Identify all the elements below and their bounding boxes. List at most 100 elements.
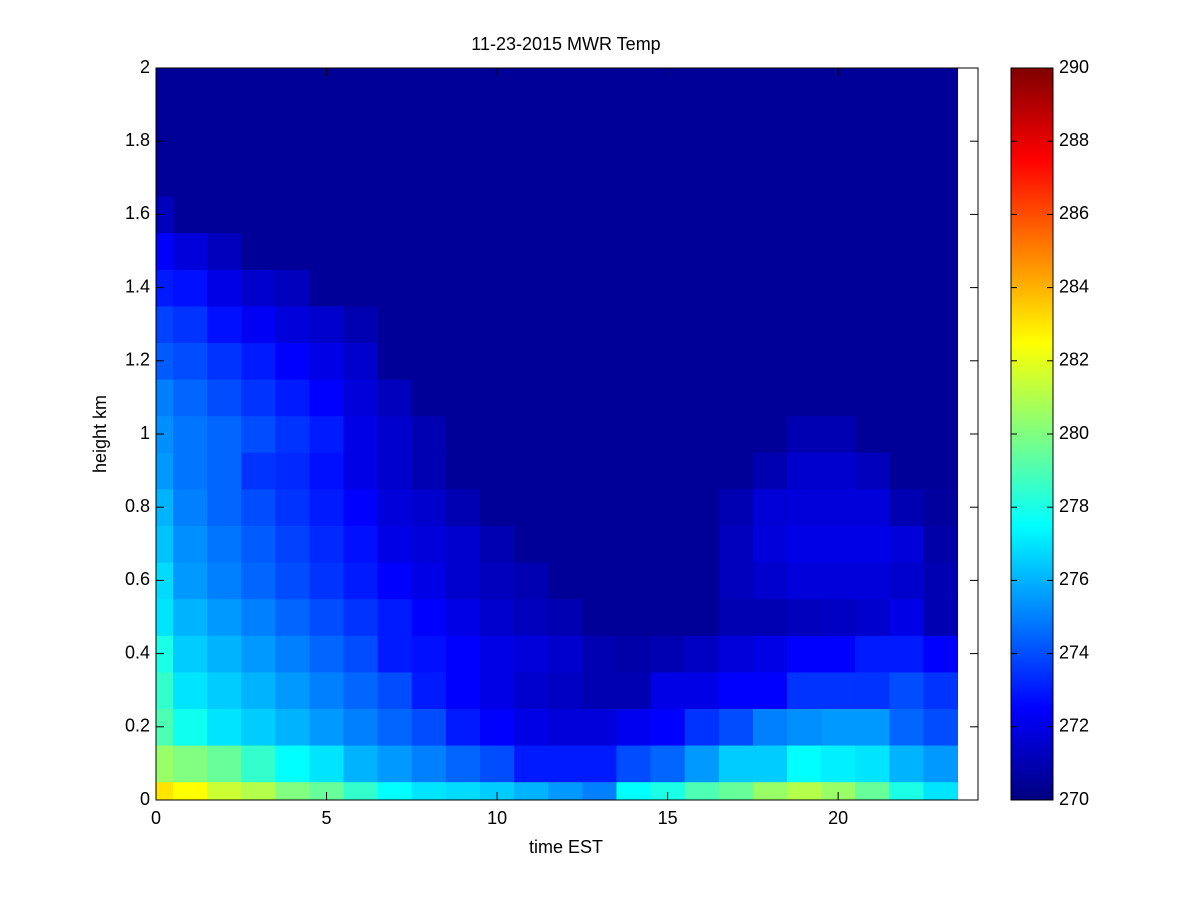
heatmap-cell bbox=[445, 269, 481, 307]
heatmap-cell bbox=[514, 781, 549, 800]
heatmap-cell bbox=[650, 196, 686, 234]
heatmap-cell bbox=[684, 635, 720, 673]
heatmap-cell bbox=[650, 305, 686, 343]
heatmap-cell bbox=[309, 269, 345, 307]
heatmap-cell bbox=[582, 452, 617, 490]
heatmap-cell bbox=[650, 781, 686, 800]
heatmap-cell bbox=[821, 598, 856, 636]
colorbar-tick-label: 286 bbox=[1059, 203, 1089, 223]
heatmap-cell bbox=[684, 122, 720, 160]
y-tick-label: 0 bbox=[140, 789, 150, 809]
heatmap-cell bbox=[343, 488, 379, 526]
heatmap-cell bbox=[821, 562, 856, 600]
heatmap-cell bbox=[752, 68, 788, 87]
heatmap-cell bbox=[156, 562, 174, 600]
heatmap-cell bbox=[241, 781, 276, 800]
heatmap-cell bbox=[377, 415, 413, 453]
heatmap-cell bbox=[309, 488, 345, 526]
heatmap-cell bbox=[173, 305, 208, 343]
heatmap-cell bbox=[923, 525, 959, 563]
heatmap-cell bbox=[275, 415, 310, 453]
heatmap-cell bbox=[684, 745, 720, 783]
heatmap-cell bbox=[616, 269, 652, 307]
heatmap-cell bbox=[411, 562, 447, 600]
heatmap-cell bbox=[173, 525, 208, 563]
heatmap-cell bbox=[275, 745, 310, 783]
heatmap-cell bbox=[582, 598, 617, 636]
heatmap-cell bbox=[309, 415, 345, 453]
y-tick-label: 1.2 bbox=[125, 350, 150, 370]
heatmap-cell bbox=[752, 671, 788, 709]
heatmap-cell bbox=[855, 232, 890, 270]
heatmap-cell bbox=[889, 525, 924, 563]
heatmap-cell bbox=[821, 635, 856, 673]
heatmap-cell bbox=[173, 415, 208, 453]
heatmap-cell bbox=[855, 745, 890, 783]
heatmap-cell bbox=[855, 342, 890, 380]
heatmap-cell bbox=[343, 269, 379, 307]
heatmap-cell bbox=[548, 342, 583, 380]
heatmap-cell bbox=[923, 781, 959, 800]
heatmap-cell bbox=[207, 305, 242, 343]
heatmap-cell bbox=[377, 159, 413, 197]
heatmap-cell bbox=[923, 671, 959, 709]
heatmap-cell bbox=[889, 159, 924, 197]
heatmap-cell bbox=[173, 379, 208, 417]
heatmap-cell bbox=[480, 745, 515, 783]
heatmap-cell bbox=[718, 196, 754, 234]
heatmap-cell bbox=[548, 159, 583, 197]
heatmap-cell bbox=[173, 745, 208, 783]
heatmap-cell bbox=[548, 305, 583, 343]
heatmap-cell bbox=[684, 86, 720, 124]
heatmap-cell bbox=[445, 488, 481, 526]
x-tick-label: 10 bbox=[487, 808, 507, 828]
heatmap-cell bbox=[514, 598, 549, 636]
heatmap-cell bbox=[548, 488, 583, 526]
heatmap-cell bbox=[855, 671, 890, 709]
heatmap-cell bbox=[343, 68, 379, 87]
heatmap-cell bbox=[343, 196, 379, 234]
heatmap-cell bbox=[480, 671, 515, 709]
heatmap-cell bbox=[548, 196, 583, 234]
heatmap-cell bbox=[343, 562, 379, 600]
heatmap-cell bbox=[684, 708, 720, 746]
heatmap-cell bbox=[821, 708, 856, 746]
heatmap-cell bbox=[241, 488, 276, 526]
heatmap-cell bbox=[923, 562, 959, 600]
heatmap-cell bbox=[411, 488, 447, 526]
heatmap-cell bbox=[241, 86, 276, 124]
heatmap-cell bbox=[582, 745, 617, 783]
heatmap-cell bbox=[786, 232, 822, 270]
heatmap-cell bbox=[207, 232, 242, 270]
y-axis-label: height km bbox=[90, 395, 110, 473]
heatmap-cell bbox=[821, 415, 856, 453]
heatmap-cell bbox=[752, 122, 788, 160]
heatmap-cell bbox=[718, 86, 754, 124]
heatmap-cell bbox=[752, 232, 788, 270]
heatmap-cell bbox=[855, 86, 890, 124]
heatmap-cell bbox=[650, 122, 686, 160]
heatmap-cell bbox=[923, 196, 959, 234]
heatmap-cell bbox=[411, 415, 447, 453]
heatmap-cell bbox=[377, 598, 413, 636]
heatmap-cell bbox=[821, 452, 856, 490]
heatmap-cell bbox=[275, 305, 310, 343]
heatmap-cell bbox=[582, 68, 617, 87]
heatmap-cell bbox=[752, 488, 788, 526]
heatmap-cell bbox=[650, 232, 686, 270]
heatmap-cell bbox=[786, 781, 822, 800]
heatmap-cell bbox=[156, 598, 174, 636]
heatmap-cell bbox=[411, 745, 447, 783]
heatmap-cell bbox=[684, 781, 720, 800]
heatmap-cell bbox=[173, 671, 208, 709]
heatmap-cell bbox=[377, 68, 413, 87]
heatmap-cell bbox=[480, 525, 515, 563]
heatmap-cell bbox=[684, 598, 720, 636]
heatmap-cell bbox=[718, 525, 754, 563]
heatmap-cell bbox=[718, 671, 754, 709]
colorbar-tick-label: 278 bbox=[1059, 496, 1089, 516]
heatmap-cell bbox=[445, 379, 481, 417]
heatmap-cell bbox=[718, 415, 754, 453]
heatmap-cell bbox=[156, 232, 174, 270]
heatmap-cell bbox=[275, 525, 310, 563]
